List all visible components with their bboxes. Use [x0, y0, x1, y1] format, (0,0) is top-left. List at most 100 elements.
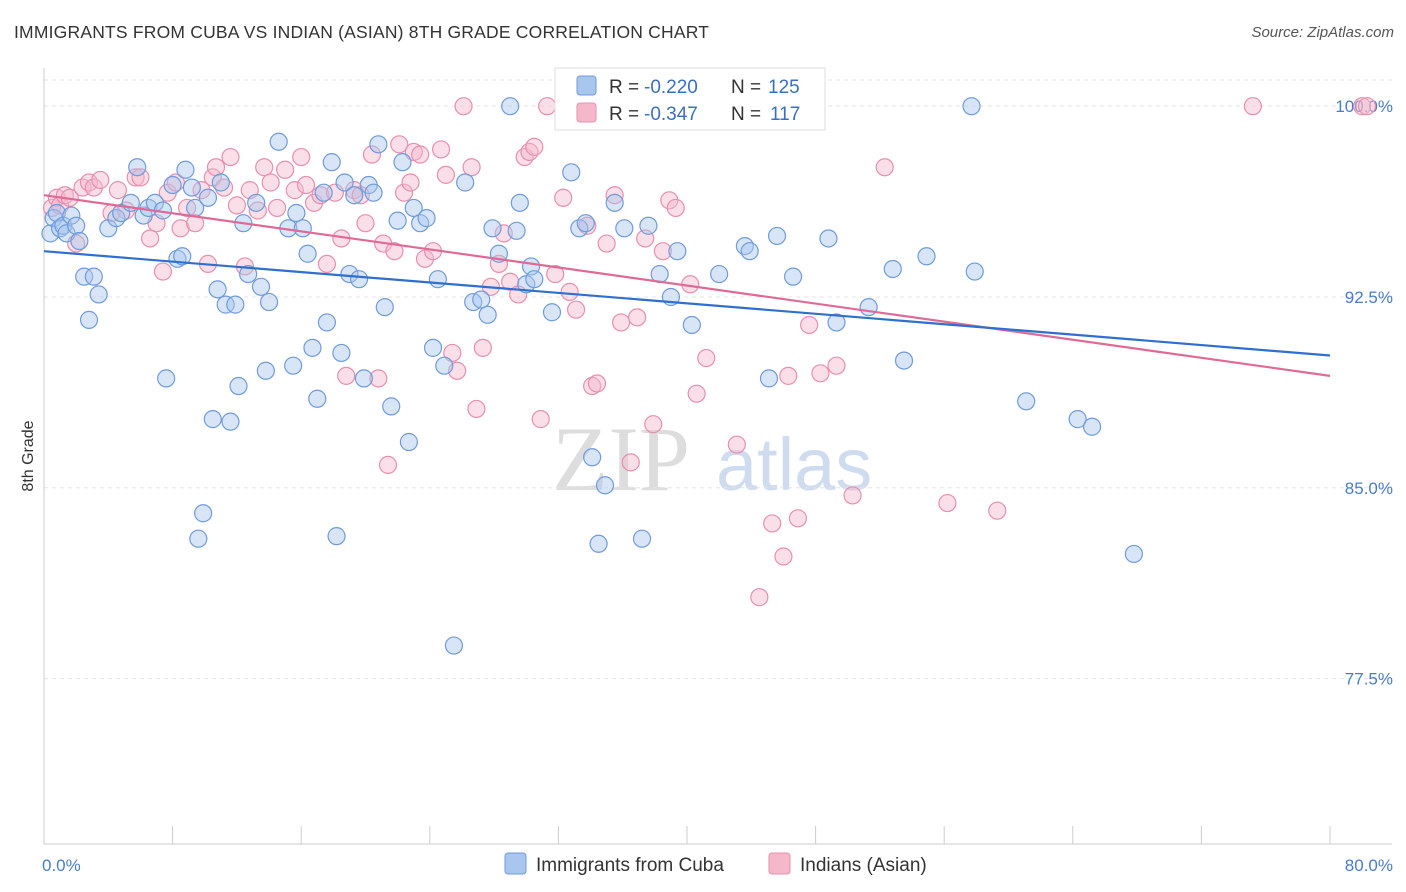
point-cuba: [327, 527, 346, 546]
y-tick-label: 100.0%: [1335, 97, 1393, 116]
stats-n-value-indians: 117: [770, 104, 800, 125]
point-indians-asian: [988, 501, 1007, 520]
point-cuba: [542, 303, 562, 322]
point-indians-asian: [788, 509, 808, 528]
point-cuba: [595, 476, 615, 495]
point-cuba: [404, 198, 423, 218]
grid-lines: [44, 79, 1392, 680]
point-cuba: [269, 132, 288, 151]
point-indians-asian: [378, 455, 398, 475]
point-indians-asian: [206, 158, 226, 177]
point-indians-asian: [597, 234, 616, 253]
point-indians-asian: [554, 188, 573, 207]
point-indians-asian: [938, 493, 957, 513]
point-cuba: [1068, 410, 1087, 429]
stats-r-label-cuba: R =: [609, 77, 639, 98]
point-indians-asian: [140, 229, 160, 248]
point-cuba: [388, 211, 407, 230]
chart-title: IMMIGRANTS FROM CUBA VS INDIAN (ASIAN) 8…: [14, 22, 710, 42]
point-cuba: [107, 209, 126, 228]
point-cuba: [883, 259, 902, 279]
point-cuba: [605, 193, 624, 212]
trend-line-cuba: [43, 250, 1331, 357]
point-cuba: [668, 242, 687, 261]
point-cuba: [472, 290, 491, 309]
point-cuba: [354, 369, 373, 388]
point-indians-asian: [566, 300, 586, 319]
y-tick-label: 85.0%: [1345, 479, 1393, 498]
point-indians-asian: [697, 348, 716, 368]
point-cuba: [84, 267, 103, 286]
point-cuba: [216, 295, 235, 314]
point-cuba: [70, 231, 89, 251]
point-indians-asian: [79, 173, 99, 192]
point-cuba: [314, 183, 333, 202]
point-cuba: [194, 504, 213, 523]
point-cuba: [589, 534, 608, 553]
point-indians-asian: [454, 97, 473, 116]
point-indians-asian: [317, 254, 337, 274]
point-indians-asian: [356, 214, 375, 233]
point-cuba: [182, 178, 201, 197]
point-cuba: [393, 153, 412, 172]
point-indians-asian: [644, 415, 663, 434]
point-indians-asian: [1243, 97, 1262, 116]
point-cuba: [444, 636, 464, 655]
point-cuba: [435, 356, 454, 375]
point-indians-asian: [546, 264, 565, 284]
point-cuba: [173, 247, 192, 266]
point-indians-asian: [248, 201, 267, 220]
point-cuba: [332, 343, 351, 363]
point-cuba: [375, 298, 394, 317]
point-cuba: [226, 295, 245, 314]
point-cuba: [501, 97, 520, 116]
point-indians-asian: [560, 282, 579, 301]
point-cuba: [208, 280, 227, 299]
point-cuba: [1082, 417, 1102, 436]
point-cuba: [345, 186, 364, 205]
stats-swatch-cuba: [576, 75, 597, 96]
stats-legend: R = -0.220 N = 125 R = -0.347 N = 117: [554, 67, 826, 131]
point-cuba: [767, 226, 787, 246]
point-indians-asian: [875, 158, 894, 177]
stats-n-label-cuba: N =: [731, 77, 761, 98]
point-indians-asian: [153, 262, 173, 281]
point-indians-asian: [108, 181, 128, 200]
point-cuba: [859, 298, 878, 317]
point-cuba: [247, 193, 266, 212]
point-indians-asian: [800, 315, 819, 335]
point-cuba: [965, 262, 984, 281]
point-cuba: [583, 448, 602, 467]
stats-r-value-cuba: -0.220: [644, 77, 698, 98]
y-tick-label: 77.5%: [1345, 670, 1393, 689]
point-cuba: [894, 351, 914, 370]
point-cuba: [298, 244, 317, 263]
series-indians-asian-points: [42, 97, 1377, 607]
point-cuba: [340, 264, 359, 284]
point-indians-asian: [687, 384, 706, 403]
point-indians-asian: [285, 181, 304, 200]
point-cuba: [819, 229, 838, 248]
point-cuba: [284, 356, 303, 375]
point-cuba: [75, 267, 94, 286]
point-indians-asian: [750, 588, 769, 607]
point-indians-asian: [311, 186, 330, 205]
point-cuba: [576, 214, 595, 233]
point-cuba: [369, 135, 388, 154]
trend-lines: [43, 194, 1331, 377]
point-indians-asian: [660, 191, 679, 210]
point-cuba: [335, 173, 354, 192]
point-indians-asian: [276, 160, 295, 179]
point-indians-asian: [171, 219, 190, 238]
point-indians-asian: [628, 308, 647, 327]
point-cuba: [632, 529, 652, 548]
watermark: ZIP atlas: [552, 408, 872, 510]
legend-swatch-cuba: [504, 852, 527, 875]
legend-label-cuba: Immigrants from Cuba: [536, 855, 724, 876]
stats-n-value-cuba: 125: [768, 77, 800, 98]
point-indians-asian: [221, 147, 240, 167]
point-indians-asian: [84, 178, 103, 197]
point-cuba: [303, 338, 322, 357]
point-indians-asian: [827, 356, 846, 375]
point-cuba: [89, 285, 108, 304]
